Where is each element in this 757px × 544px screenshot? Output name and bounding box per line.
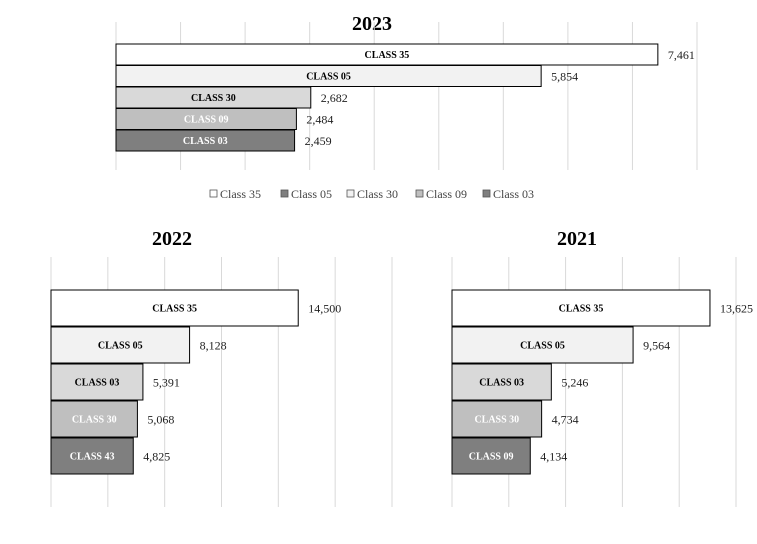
chart-2021-bars: CLASS 35 13,625 CLASS 05 9,564 CLASS 03 5,246… — [451, 289, 753, 475]
legend-swatch — [280, 189, 289, 198]
bar-value-label: 4,734 — [552, 413, 579, 427]
bar-value-label: 8,128 — [200, 339, 227, 353]
legend-swatch — [346, 189, 355, 198]
bar-category-label: CLASS 03 — [75, 378, 120, 389]
chart-2021: 2021 CLASS 35 13,625 CLASS 05 9,564 CLASS 03… — [451, 228, 753, 507]
bar-value-label: 5,068 — [147, 413, 174, 427]
chart-2023-bars: CLASS 35 7,461 CLASS 05 5,854 CLASS 30 2,682 C… — [115, 43, 695, 152]
bar-class-35 — [451, 289, 711, 327]
bar-class-30 — [451, 400, 543, 438]
bar-value-label: 5,854 — [551, 70, 578, 84]
bar-value-label: 5,391 — [153, 376, 180, 390]
legend-entry: Class 09 — [426, 187, 467, 201]
bar-value-label: 13,625 — [720, 302, 753, 316]
chart-title-2023: 2023 — [352, 13, 392, 35]
bar-category-label: CLASS 30 — [474, 415, 519, 426]
legend-entry: Class 35 — [220, 187, 261, 201]
legend-entry: Class 05 — [291, 187, 332, 201]
bar-category-label: CLASS 35 — [152, 304, 197, 315]
legend-entry: Class 03 — [493, 187, 534, 201]
chart-title-2021: 2021 — [557, 228, 597, 250]
bar-category-label: CLASS 03 — [479, 378, 524, 389]
bar-class-05 — [115, 65, 542, 87]
legend-swatch — [482, 189, 491, 198]
bar-value-label: 5,246 — [561, 376, 588, 390]
bar-class-35 — [50, 289, 299, 327]
bar-class-09 — [451, 437, 531, 475]
bar-class-03 — [451, 363, 552, 401]
bar-category-label: CLASS 43 — [70, 452, 115, 463]
bar-value-label: 7,461 — [668, 48, 695, 62]
bar-class-05 — [50, 326, 191, 364]
legend-swatch — [415, 189, 424, 198]
bar-value-label: 2,459 — [305, 134, 332, 148]
legend-swatch — [209, 189, 218, 198]
chart-title-2022: 2022 — [152, 228, 192, 250]
bar-category-label: CLASS 35 — [559, 304, 604, 315]
bar-category-label: CLASS 30 — [72, 415, 117, 426]
bar-class-05 — [451, 326, 634, 364]
bar-class-03 — [115, 129, 296, 152]
chart-2022: 2022 CLASS 35 14,500 CLASS 05 8,128 CLASS 03… — [50, 228, 393, 507]
chart-2022-bars: CLASS 35 14,500 CLASS 05 8,128 CLASS 03 5,391… — [50, 289, 341, 475]
bar-category-label: CLASS 05 — [98, 341, 143, 352]
bar-value-label: 2,484 — [306, 113, 333, 127]
bar-category-label: CLASS 09 — [469, 452, 514, 463]
bar-category-label: CLASS 05 — [306, 72, 351, 83]
legend-entry: Class 30 — [357, 187, 398, 201]
bar-class-03 — [50, 363, 144, 401]
bar-class-30 — [50, 400, 138, 438]
bar-category-label: CLASS 05 — [520, 341, 565, 352]
bar-value-label: 2,682 — [321, 91, 348, 105]
bar-category-label: CLASS 30 — [191, 93, 236, 104]
bar-category-label: CLASS 09 — [184, 115, 229, 126]
bar-category-label: CLASS 35 — [365, 50, 410, 61]
chart-2023-legend: Class 35 Class 05 Class 30 Class 09 Class 03 — [209, 187, 534, 201]
bar-value-label: 9,564 — [643, 339, 670, 353]
bar-category-label: CLASS 03 — [183, 136, 228, 147]
bar-class-43 — [50, 437, 134, 475]
bar-value-label: 4,825 — [143, 450, 170, 464]
bar-value-label: 14,500 — [308, 302, 341, 316]
chart-2023: 2023 CLASS 35 7,461 CLASS 05 5,854 CLASS 30 2… — [115, 13, 698, 201]
bar-value-label: 4,134 — [540, 450, 567, 464]
